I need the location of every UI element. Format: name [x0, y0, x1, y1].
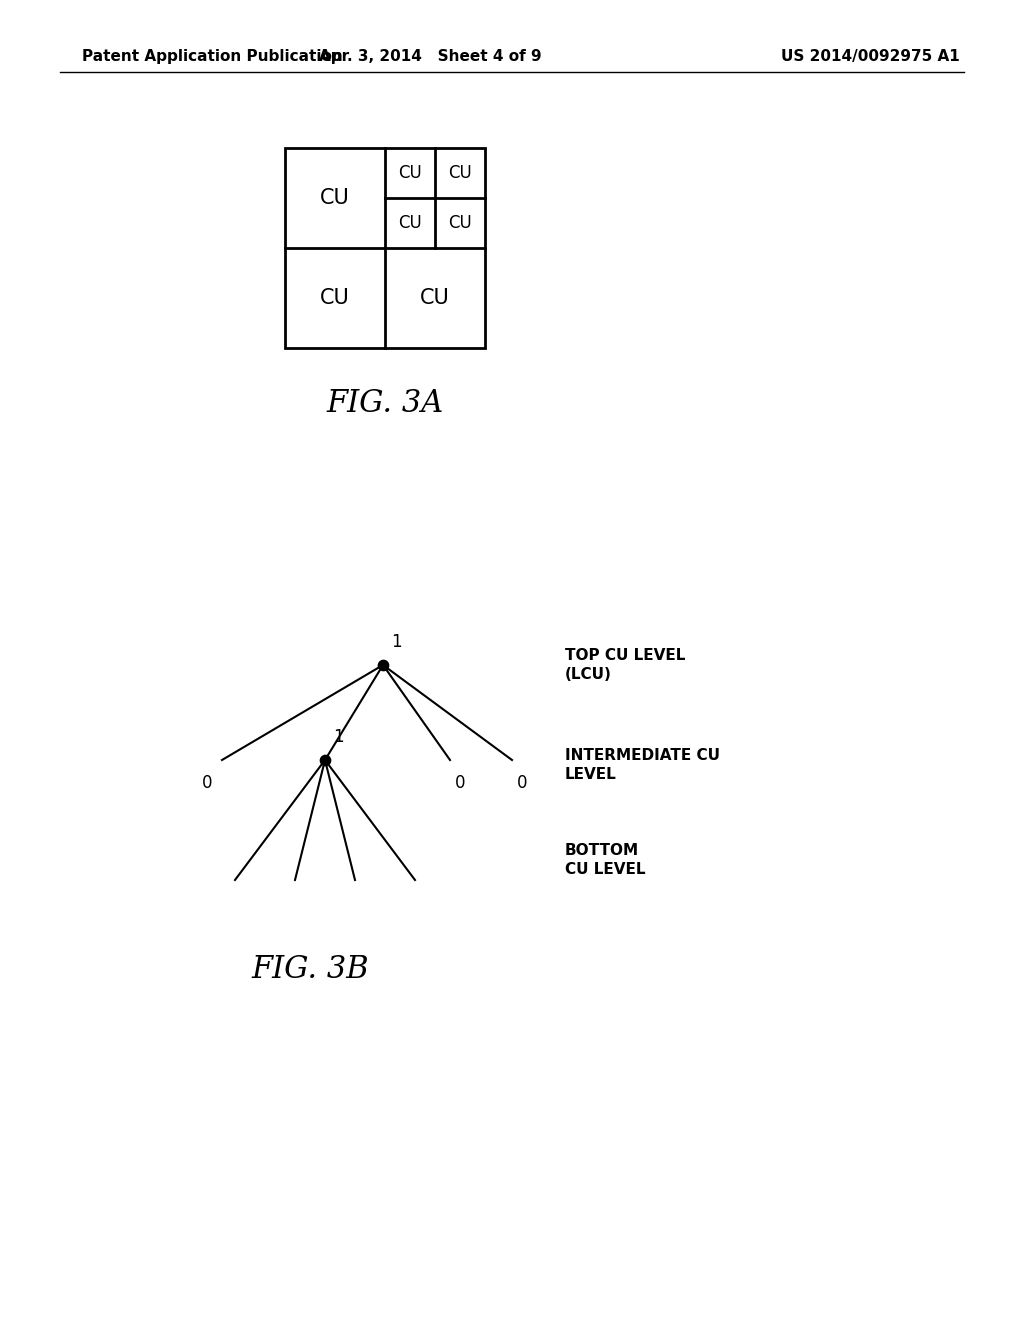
Point	[316, 750, 333, 771]
Text: Patent Application Publication: Patent Application Publication	[82, 49, 343, 63]
Text: 1: 1	[391, 634, 401, 651]
Text: FIG. 3B: FIG. 3B	[251, 954, 369, 986]
Text: 0: 0	[517, 774, 527, 792]
Text: CU: CU	[420, 288, 450, 308]
Text: BOTTOM
CU LEVEL: BOTTOM CU LEVEL	[565, 842, 645, 878]
Text: CU: CU	[449, 164, 472, 182]
Text: CU: CU	[321, 187, 350, 209]
Text: 0: 0	[202, 774, 212, 792]
Text: US 2014/0092975 A1: US 2014/0092975 A1	[780, 49, 959, 63]
Text: FIG. 3A: FIG. 3A	[327, 388, 443, 418]
Point	[375, 655, 391, 676]
Bar	[285, 148, 485, 348]
Text: CU: CU	[398, 214, 422, 232]
Text: CU: CU	[321, 288, 350, 308]
Text: CU: CU	[398, 164, 422, 182]
Text: 1: 1	[333, 729, 344, 746]
Text: TOP CU LEVEL
(LCU): TOP CU LEVEL (LCU)	[565, 648, 685, 682]
Text: Apr. 3, 2014   Sheet 4 of 9: Apr. 3, 2014 Sheet 4 of 9	[318, 49, 542, 63]
Text: CU: CU	[449, 214, 472, 232]
Text: 0: 0	[455, 774, 466, 792]
Text: INTERMEDIATE CU
LEVEL: INTERMEDIATE CU LEVEL	[565, 747, 720, 783]
